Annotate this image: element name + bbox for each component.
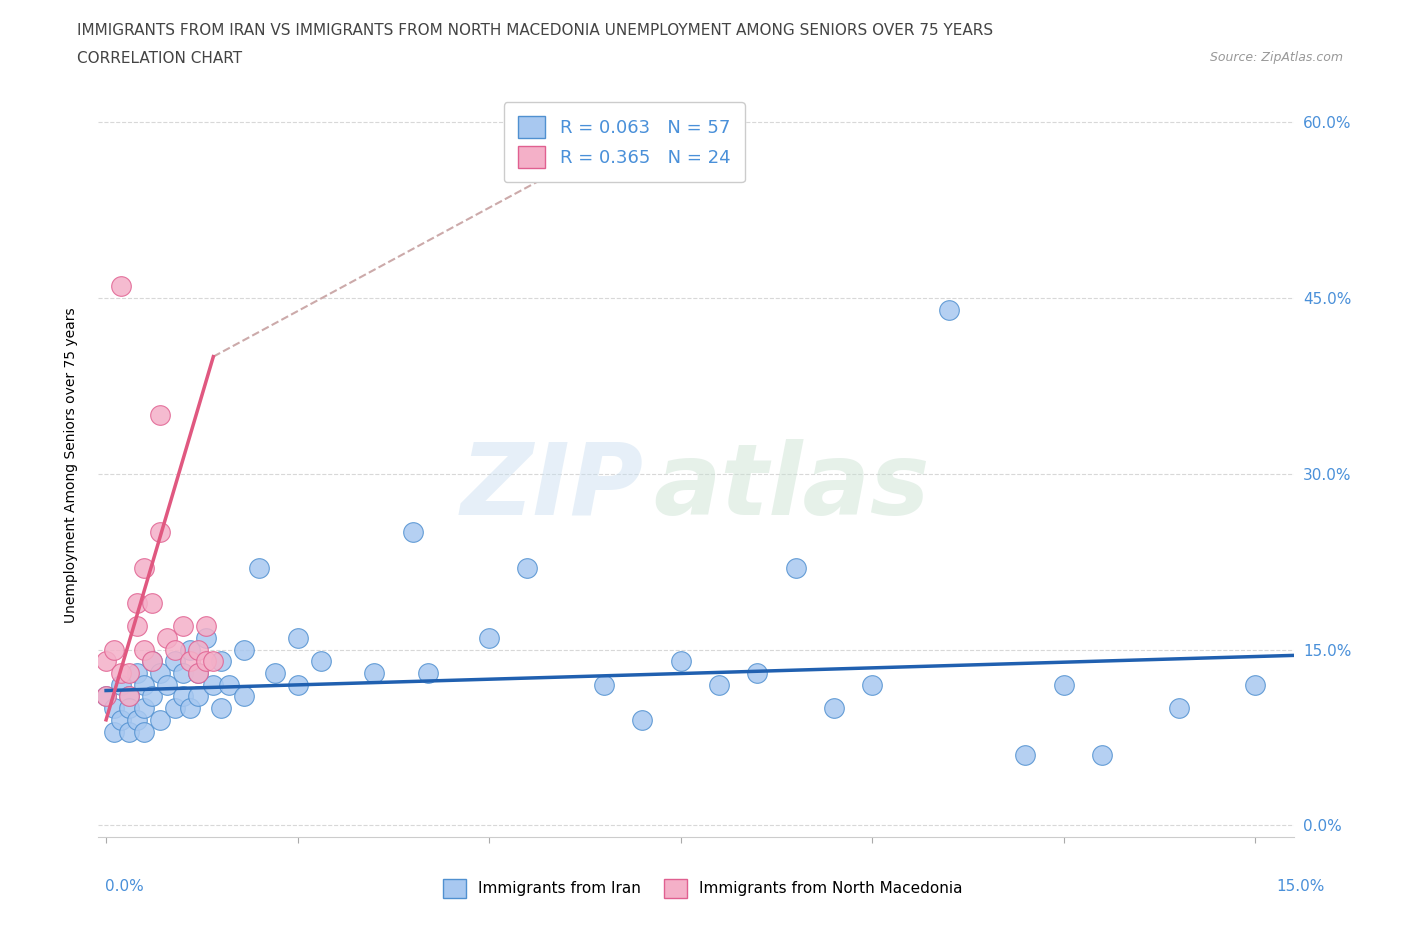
Point xyxy=(118,666,141,681)
Text: IMMIGRANTS FROM IRAN VS IMMIGRANTS FROM NORTH MACEDONIA UNEMPLOYMENT AMONG SENIO: IMMIGRANTS FROM IRAN VS IMMIGRANTS FROM … xyxy=(77,23,994,38)
Point xyxy=(202,654,225,669)
Point xyxy=(172,618,194,633)
Point xyxy=(938,302,960,317)
Point xyxy=(125,666,148,681)
Point xyxy=(747,666,769,681)
Point xyxy=(103,642,125,657)
Point xyxy=(401,525,423,539)
Point xyxy=(103,700,125,715)
Point xyxy=(478,631,501,645)
Point xyxy=(707,677,730,692)
Legend: R = 0.063   N = 57, R = 0.365   N = 24: R = 0.063 N = 57, R = 0.365 N = 24 xyxy=(503,102,745,182)
Point xyxy=(187,666,209,681)
Point xyxy=(118,724,141,739)
Point xyxy=(669,654,692,669)
Point xyxy=(1091,748,1114,763)
Point xyxy=(134,700,156,715)
Point xyxy=(287,677,309,692)
Point xyxy=(134,642,156,657)
Point xyxy=(247,560,270,575)
Point xyxy=(179,642,201,657)
Point xyxy=(163,654,186,669)
Text: 15.0%: 15.0% xyxy=(1277,879,1324,894)
Text: CORRELATION CHART: CORRELATION CHART xyxy=(77,51,242,66)
Text: 0.0%: 0.0% xyxy=(105,879,145,894)
Point xyxy=(194,654,217,669)
Point xyxy=(118,689,141,704)
Point xyxy=(110,279,132,294)
Point xyxy=(1053,677,1076,692)
Point xyxy=(156,631,179,645)
Point xyxy=(156,677,179,692)
Point xyxy=(141,654,163,669)
Point xyxy=(860,677,883,692)
Point xyxy=(194,631,217,645)
Point xyxy=(416,666,439,681)
Point xyxy=(1014,748,1036,763)
Point xyxy=(516,560,538,575)
Legend: Immigrants from Iran, Immigrants from North Macedonia: Immigrants from Iran, Immigrants from No… xyxy=(437,873,969,904)
Point xyxy=(94,689,117,704)
Point xyxy=(149,407,172,422)
Point xyxy=(1244,677,1267,692)
Point xyxy=(141,654,163,669)
Point xyxy=(94,654,117,669)
Point xyxy=(209,700,232,715)
Point xyxy=(194,618,217,633)
Point xyxy=(309,654,332,669)
Point xyxy=(110,666,132,681)
Point xyxy=(363,666,385,681)
Point xyxy=(103,724,125,739)
Point xyxy=(202,677,225,692)
Point xyxy=(287,631,309,645)
Text: ZIP: ZIP xyxy=(461,439,644,536)
Point xyxy=(141,595,163,610)
Point xyxy=(179,700,201,715)
Text: Source: ZipAtlas.com: Source: ZipAtlas.com xyxy=(1209,51,1343,64)
Point xyxy=(134,560,156,575)
Point xyxy=(1167,700,1189,715)
Point xyxy=(141,689,163,704)
Point xyxy=(172,666,194,681)
Point xyxy=(187,642,209,657)
Point xyxy=(631,712,654,727)
Y-axis label: Unemployment Among Seniors over 75 years: Unemployment Among Seniors over 75 years xyxy=(63,307,77,623)
Point xyxy=(110,712,132,727)
Point xyxy=(233,689,256,704)
Point xyxy=(163,642,186,657)
Point xyxy=(209,654,232,669)
Point xyxy=(263,666,285,681)
Point xyxy=(187,689,209,704)
Point xyxy=(218,677,240,692)
Text: atlas: atlas xyxy=(654,439,929,536)
Point xyxy=(172,689,194,704)
Point xyxy=(134,677,156,692)
Point xyxy=(125,595,148,610)
Point xyxy=(118,689,141,704)
Point xyxy=(149,666,172,681)
Point xyxy=(110,677,132,692)
Point xyxy=(118,700,141,715)
Point xyxy=(149,525,172,539)
Point xyxy=(823,700,845,715)
Point xyxy=(593,677,616,692)
Point xyxy=(163,700,186,715)
Point xyxy=(134,724,156,739)
Point xyxy=(125,618,148,633)
Point xyxy=(785,560,807,575)
Point xyxy=(149,712,172,727)
Point xyxy=(233,642,256,657)
Point xyxy=(94,689,117,704)
Point xyxy=(125,712,148,727)
Point xyxy=(187,666,209,681)
Point xyxy=(179,654,201,669)
